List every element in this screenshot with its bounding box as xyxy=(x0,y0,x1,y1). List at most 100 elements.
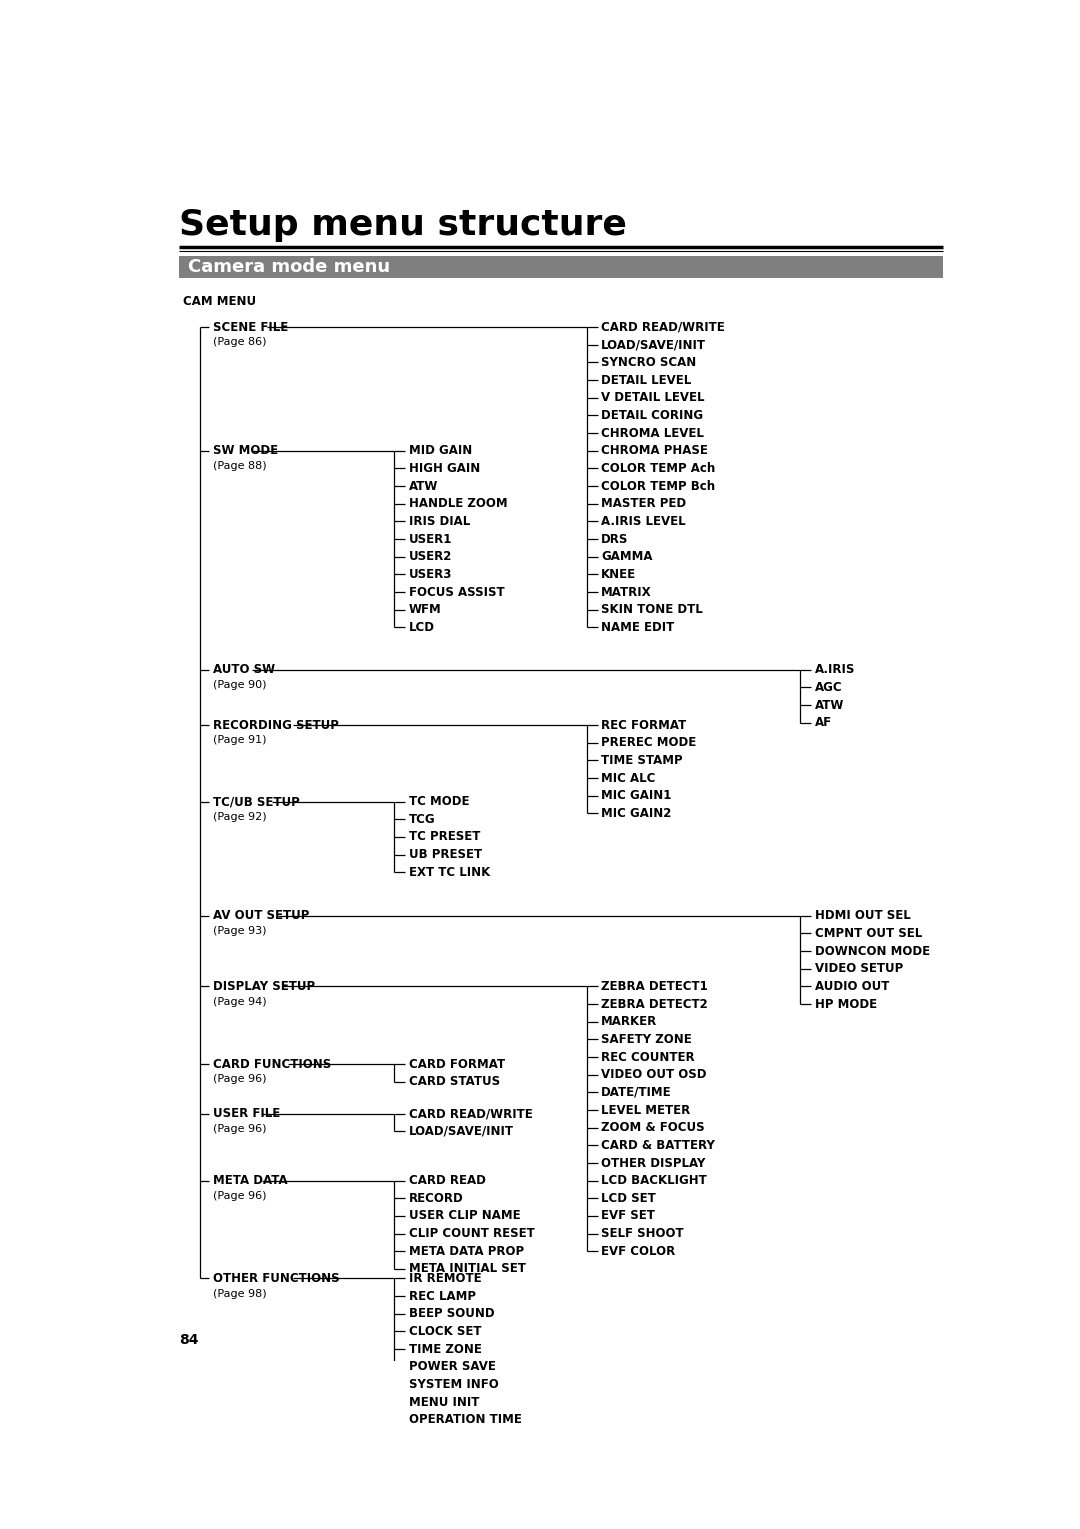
Text: CARD FORMAT: CARD FORMAT xyxy=(408,1058,504,1070)
Text: CARD & BATTERY: CARD & BATTERY xyxy=(602,1139,715,1151)
Text: POWER SAVE: POWER SAVE xyxy=(408,1361,496,1373)
Text: (Page 86): (Page 86) xyxy=(213,338,267,347)
Text: MID GAIN: MID GAIN xyxy=(408,445,472,457)
Text: (Page 94): (Page 94) xyxy=(213,997,267,1006)
Text: (Page 96): (Page 96) xyxy=(213,1191,267,1200)
Bar xyxy=(179,257,943,278)
Text: CHROMA LEVEL: CHROMA LEVEL xyxy=(602,427,704,439)
Text: MIC GAIN2: MIC GAIN2 xyxy=(602,807,672,820)
Text: OTHER DISPLAY: OTHER DISPLAY xyxy=(602,1156,705,1170)
Text: AUDIO OUT: AUDIO OUT xyxy=(814,980,889,992)
Text: WFM: WFM xyxy=(408,602,442,616)
Text: SYNCRO SCAN: SYNCRO SCAN xyxy=(602,356,697,368)
Text: SELF SHOOT: SELF SHOOT xyxy=(602,1228,684,1240)
Text: USER CLIP NAME: USER CLIP NAME xyxy=(408,1209,521,1223)
Text: USER2: USER2 xyxy=(408,550,453,563)
Text: (Page 90): (Page 90) xyxy=(213,680,267,690)
Text: AF: AF xyxy=(814,716,832,729)
Text: RECORDING SETUP: RECORDING SETUP xyxy=(213,719,339,731)
Text: TIME STAMP: TIME STAMP xyxy=(602,754,683,768)
Text: CARD FUNCTIONS: CARD FUNCTIONS xyxy=(213,1058,332,1070)
Text: MIC GAIN1: MIC GAIN1 xyxy=(602,789,672,803)
Text: Camera mode menu: Camera mode menu xyxy=(188,258,390,277)
Text: DATE/TIME: DATE/TIME xyxy=(602,1086,672,1099)
Text: BEEP SOUND: BEEP SOUND xyxy=(408,1307,495,1320)
Text: A.IRIS LEVEL: A.IRIS LEVEL xyxy=(602,515,686,528)
Text: Setup menu structure: Setup menu structure xyxy=(179,208,627,242)
Text: META DATA: META DATA xyxy=(213,1174,287,1187)
Text: V DETAIL LEVEL: V DETAIL LEVEL xyxy=(602,391,705,404)
Text: OTHER FUNCTIONS: OTHER FUNCTIONS xyxy=(213,1272,339,1284)
Text: DETAIL CORING: DETAIL CORING xyxy=(602,408,703,422)
Text: KNEE: KNEE xyxy=(602,567,636,581)
Text: UB PRESET: UB PRESET xyxy=(408,849,482,861)
Text: CLOCK SET: CLOCK SET xyxy=(408,1324,482,1338)
Text: OPERATION TIME: OPERATION TIME xyxy=(408,1413,522,1427)
Text: CARD READ: CARD READ xyxy=(408,1174,486,1187)
Text: META DATA PROP: META DATA PROP xyxy=(408,1245,524,1258)
Text: SW MODE: SW MODE xyxy=(213,445,278,457)
Text: AUTO SW: AUTO SW xyxy=(213,664,275,676)
Text: SCENE FILE: SCENE FILE xyxy=(213,321,288,333)
Text: AV OUT SETUP: AV OUT SETUP xyxy=(213,910,309,922)
Text: PREREC MODE: PREREC MODE xyxy=(602,735,697,749)
Text: META INITIAL SET: META INITIAL SET xyxy=(408,1263,526,1275)
Text: GAMMA: GAMMA xyxy=(602,550,652,563)
Text: CARD READ/WRITE: CARD READ/WRITE xyxy=(408,1107,532,1121)
Text: TC MODE: TC MODE xyxy=(408,795,469,809)
Text: SYSTEM INFO: SYSTEM INFO xyxy=(408,1378,499,1391)
Text: MATRIX: MATRIX xyxy=(602,586,652,598)
Text: HP MODE: HP MODE xyxy=(814,997,877,1011)
Text: SAFETY ZONE: SAFETY ZONE xyxy=(602,1034,692,1046)
Text: TC/UB SETUP: TC/UB SETUP xyxy=(213,795,299,809)
Text: VIDEO OUT OSD: VIDEO OUT OSD xyxy=(602,1069,706,1081)
Text: MENU INIT: MENU INIT xyxy=(408,1396,480,1408)
Text: LCD: LCD xyxy=(408,621,434,635)
Text: LCD BACKLIGHT: LCD BACKLIGHT xyxy=(602,1174,707,1187)
Text: NAME EDIT: NAME EDIT xyxy=(602,621,674,635)
Text: DOWNCON MODE: DOWNCON MODE xyxy=(814,945,930,957)
Text: USER FILE: USER FILE xyxy=(213,1107,280,1121)
Text: CARD READ/WRITE: CARD READ/WRITE xyxy=(602,321,725,333)
Text: COLOR TEMP Bch: COLOR TEMP Bch xyxy=(602,480,715,492)
Text: LCD SET: LCD SET xyxy=(602,1191,656,1205)
Text: DETAIL LEVEL: DETAIL LEVEL xyxy=(602,373,691,387)
Text: ATW: ATW xyxy=(814,699,843,711)
Text: CAM MENU: CAM MENU xyxy=(183,295,256,307)
Text: IRIS DIAL: IRIS DIAL xyxy=(408,515,470,528)
Text: MIC ALC: MIC ALC xyxy=(602,772,656,784)
Text: TC PRESET: TC PRESET xyxy=(408,830,481,844)
Text: LOAD/SAVE/INIT: LOAD/SAVE/INIT xyxy=(408,1125,514,1138)
Text: MASTER PED: MASTER PED xyxy=(602,497,686,511)
Text: CLIP COUNT RESET: CLIP COUNT RESET xyxy=(408,1228,535,1240)
Text: (Page 92): (Page 92) xyxy=(213,812,267,823)
Text: DRS: DRS xyxy=(602,532,629,546)
Text: COLOR TEMP Ach: COLOR TEMP Ach xyxy=(602,462,715,476)
Text: A.IRIS: A.IRIS xyxy=(814,664,855,676)
Text: REC FORMAT: REC FORMAT xyxy=(602,719,687,731)
Text: (Page 96): (Page 96) xyxy=(213,1075,267,1084)
Text: CHROMA PHASE: CHROMA PHASE xyxy=(602,445,708,457)
Text: (Page 93): (Page 93) xyxy=(213,927,267,936)
Text: CMPNT OUT SEL: CMPNT OUT SEL xyxy=(814,927,922,940)
Text: USER3: USER3 xyxy=(408,567,453,581)
Text: (Page 96): (Page 96) xyxy=(213,1124,267,1135)
Text: HDMI OUT SEL: HDMI OUT SEL xyxy=(814,910,910,922)
Text: REC LAMP: REC LAMP xyxy=(408,1289,475,1303)
Text: ZEBRA DETECT2: ZEBRA DETECT2 xyxy=(602,997,708,1011)
Text: LOAD/SAVE/INIT: LOAD/SAVE/INIT xyxy=(602,338,706,352)
Text: AGC: AGC xyxy=(814,680,842,694)
Text: ATW: ATW xyxy=(408,480,438,492)
Text: HANDLE ZOOM: HANDLE ZOOM xyxy=(408,497,508,511)
Text: TCG: TCG xyxy=(408,813,435,826)
Text: VIDEO SETUP: VIDEO SETUP xyxy=(814,962,903,976)
Text: (Page 98): (Page 98) xyxy=(213,1289,267,1298)
Text: EXT TC LINK: EXT TC LINK xyxy=(408,865,490,879)
Text: SKIN TONE DTL: SKIN TONE DTL xyxy=(602,602,703,616)
Text: CARD STATUS: CARD STATUS xyxy=(408,1075,500,1089)
Text: IR REMOTE: IR REMOTE xyxy=(408,1272,482,1284)
Text: REC COUNTER: REC COUNTER xyxy=(602,1050,694,1064)
Text: LEVEL METER: LEVEL METER xyxy=(602,1104,690,1116)
Text: HIGH GAIN: HIGH GAIN xyxy=(408,462,480,476)
Text: USER1: USER1 xyxy=(408,532,453,546)
